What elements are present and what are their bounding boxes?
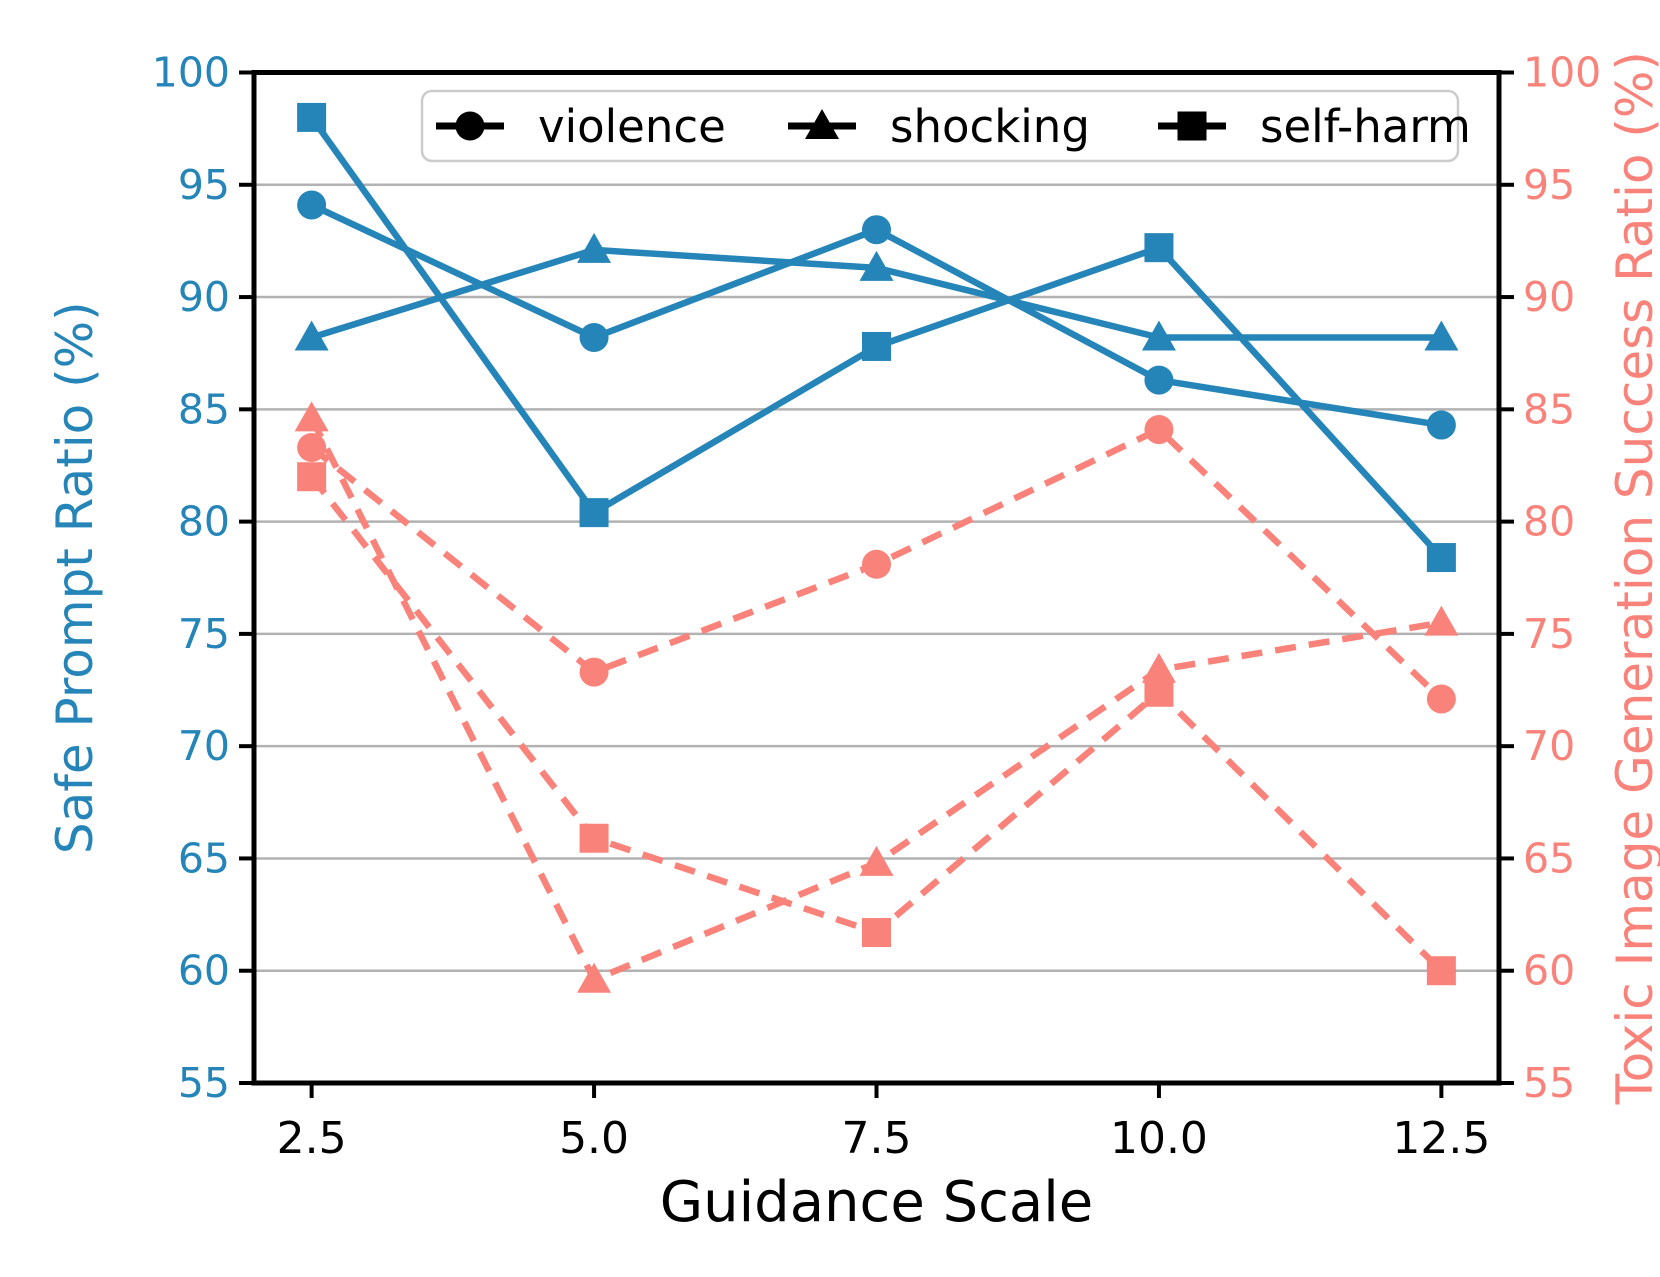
left-axis-title: Safe Prompt Ratio (%) [46, 301, 104, 854]
violence-circle-marker [1144, 365, 1174, 395]
self-harm-square-marker [862, 331, 891, 361]
right-tick-label: 90 [1523, 273, 1575, 321]
left-tick-label: 55 [178, 1059, 230, 1107]
right-tick-label: 60 [1523, 947, 1575, 995]
right-tick-label: 75 [1523, 610, 1575, 658]
legend-triangle-icon [805, 109, 839, 139]
series-violence-right [297, 415, 1456, 714]
dual-axis-line-chart-figure: 55 55 60 60 65 65 70 70 75 75 80 80 85 85 90 90 95 95 100 1… [40, 16, 1660, 1261]
x-tick-label: 5.0 [559, 1113, 629, 1164]
self-harm-square-marker [1144, 677, 1174, 707]
x-tick-label: 7.5 [842, 1113, 912, 1164]
left-tick-label: 100 [152, 49, 230, 97]
violence-circle-marker [1426, 410, 1456, 440]
shocking-triangle-marker [294, 401, 329, 432]
x-tick-label: 12.5 [1392, 1113, 1490, 1164]
series-self-harm-left [297, 102, 1456, 573]
shocking-triangle-marker [1424, 605, 1459, 636]
legend-label: violence [538, 100, 726, 153]
right-tick-label: 85 [1523, 385, 1575, 433]
legend-circle-icon [455, 111, 485, 141]
x-axis-title: Guidance Scale [660, 1170, 1094, 1235]
violence-circle-marker [862, 215, 891, 245]
right-tick-label: 55 [1523, 1059, 1575, 1107]
left-tick-label: 85 [178, 385, 230, 433]
self-harm-square-marker [1144, 233, 1174, 263]
shocking-triangle-marker [577, 232, 612, 263]
right-tick-label: 70 [1523, 722, 1575, 770]
legend-entry-shocking: shocking [788, 100, 1090, 153]
x-tick-label: 10.0 [1110, 1113, 1208, 1164]
series-self-harm-right [297, 462, 1456, 986]
violence-circle-marker [579, 322, 609, 352]
figure-background [40, 16, 1660, 1261]
left-tick-label: 65 [178, 834, 230, 882]
shocking-triangle-marker [1424, 320, 1459, 351]
left-tick-label: 90 [178, 273, 230, 321]
right-tick-label: 80 [1523, 498, 1575, 546]
self-harm-square-marker [579, 498, 609, 528]
shocking-triangle-marker [1141, 652, 1176, 683]
violence-circle-marker [862, 549, 891, 579]
shocking-triangle-marker [859, 250, 894, 281]
shocking-triangle-marker [859, 845, 894, 876]
left-tick-label: 60 [178, 947, 230, 995]
self-harm-square-marker [297, 102, 327, 132]
shocking-triangle-marker [577, 962, 612, 993]
right-tick-label: 65 [1523, 834, 1575, 882]
left-tick-label: 70 [178, 722, 230, 770]
left-tick-label: 75 [178, 610, 230, 658]
left-tick-label: 95 [178, 161, 230, 209]
self-harm-square-marker [297, 462, 327, 492]
self-harm-square-marker [1426, 956, 1456, 986]
violence-circle-marker [579, 657, 609, 687]
violence-circle-marker [1426, 684, 1456, 714]
self-harm-square-marker [862, 918, 891, 948]
series-shocking-left [294, 232, 1459, 351]
legend: violence shocking self-harm [420, 89, 1471, 163]
self-harm-square-marker [579, 823, 609, 853]
right-axis-title: Toxic Image Generation Success Ratio (%) [1606, 51, 1660, 1105]
x-tick-label: 2.5 [277, 1113, 347, 1164]
right-tick-label: 95 [1523, 161, 1575, 209]
self-harm-square-marker [1426, 543, 1456, 573]
shocking-triangle-marker [294, 320, 329, 351]
legend-label: self-harm [1260, 100, 1471, 153]
axis-ticks: 55 55 60 60 65 65 70 70 75 75 80 80 85 85 90 90 95 95 100 1… [152, 49, 1602, 1165]
violence-circle-marker [297, 190, 327, 220]
legend-square-icon [1177, 111, 1207, 141]
right-tick-label: 100 [1523, 49, 1601, 97]
line-chart-canvas: 55 55 60 60 65 65 70 70 75 75 80 80 85 85 90 90 95 95 100 1… [40, 16, 1660, 1261]
left-tick-label: 80 [178, 498, 230, 546]
legend-box [420, 89, 1460, 163]
legend-entry-self-harm: self-harm [1158, 100, 1471, 153]
series-shocking-right [294, 401, 1459, 993]
series-violence-left [297, 190, 1456, 440]
violence-circle-marker [297, 433, 327, 463]
violence-circle-marker [1144, 415, 1174, 445]
shocking-triangle-marker [1141, 320, 1176, 351]
gridlines [254, 183, 1499, 972]
legend-label: shocking [890, 100, 1090, 153]
legend-entry-violence: violence [436, 100, 726, 153]
